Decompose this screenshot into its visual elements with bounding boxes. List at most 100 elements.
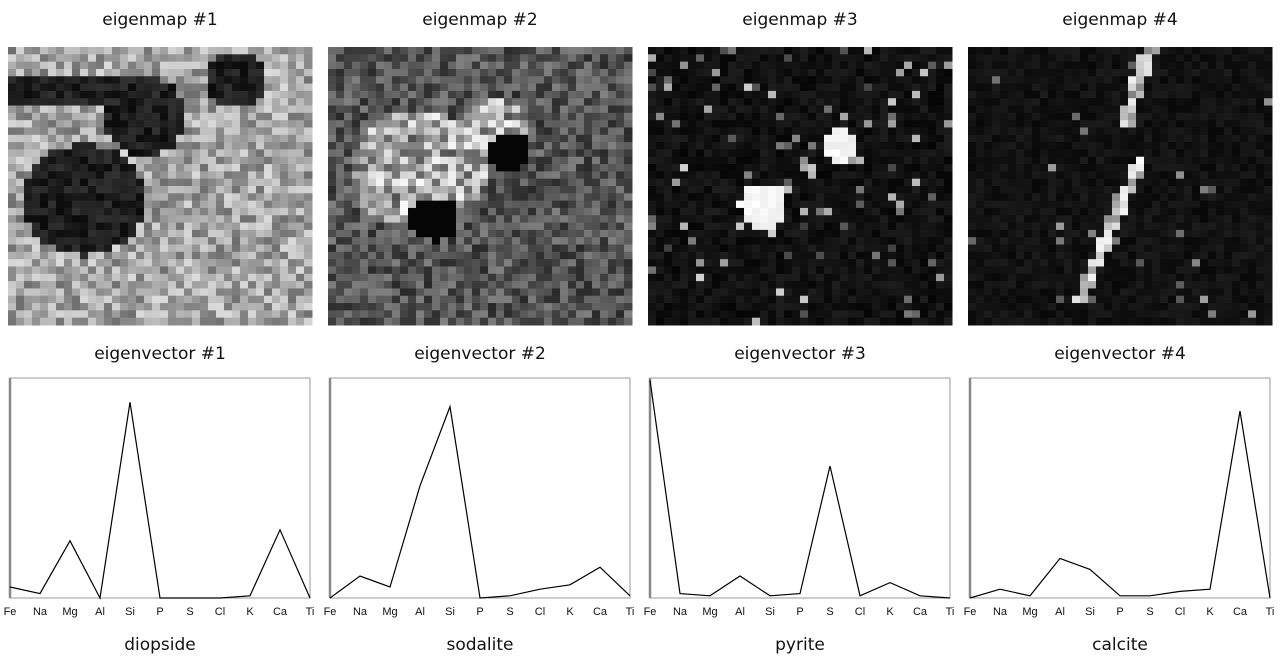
pixel — [928, 237, 937, 245]
pixel — [504, 62, 513, 70]
pixel — [624, 179, 633, 187]
pixel — [96, 157, 105, 165]
pixel — [280, 54, 289, 62]
pixel — [1248, 142, 1257, 150]
pixel — [880, 135, 889, 143]
pixel — [496, 179, 505, 187]
pixel — [1008, 157, 1017, 165]
pixel — [352, 142, 361, 150]
pixel — [160, 237, 169, 245]
pixel — [528, 135, 537, 143]
pixel — [288, 142, 297, 150]
pixel — [808, 47, 817, 55]
pixel — [360, 230, 369, 238]
pixel — [840, 62, 849, 70]
pixel — [672, 303, 681, 311]
pixel — [840, 113, 849, 121]
pixel — [392, 266, 401, 274]
pixel — [336, 98, 345, 106]
pixel — [704, 62, 713, 70]
pixel — [432, 120, 441, 128]
pixel — [704, 281, 713, 289]
pixel — [280, 47, 289, 55]
pixel — [80, 303, 89, 311]
pixel — [272, 288, 281, 296]
pixel — [248, 274, 257, 282]
pixel — [32, 318, 41, 326]
pixel — [1112, 62, 1121, 70]
pixel — [272, 245, 281, 253]
pixel — [872, 171, 881, 179]
pixel — [816, 281, 825, 289]
pixel — [176, 259, 185, 267]
pixel — [128, 223, 137, 231]
pixel — [744, 237, 753, 245]
pixel — [944, 47, 953, 55]
pixel — [568, 215, 577, 223]
pixel — [144, 135, 153, 143]
pixel — [144, 84, 153, 92]
pixel — [616, 215, 625, 223]
pixel — [824, 157, 833, 165]
pixel — [784, 252, 793, 260]
pixel — [616, 113, 625, 121]
pixel — [752, 310, 761, 318]
pixel — [392, 215, 401, 223]
pixel — [120, 164, 129, 172]
pixel — [792, 274, 801, 282]
pixel — [672, 310, 681, 318]
pixel — [272, 266, 281, 274]
pixel — [472, 69, 481, 77]
pixel — [408, 245, 417, 253]
pixel — [144, 215, 153, 223]
pixel — [1088, 127, 1097, 135]
pixel — [816, 252, 825, 260]
pixel — [904, 47, 913, 55]
pixel — [80, 179, 89, 187]
pixel — [824, 193, 833, 201]
pixel — [784, 76, 793, 84]
pixel — [104, 245, 113, 253]
pixel — [728, 230, 737, 238]
pixel — [8, 106, 17, 114]
pixel — [424, 215, 433, 223]
pixel — [336, 259, 345, 267]
pixel — [664, 62, 673, 70]
pixel — [88, 69, 97, 77]
pixel — [1216, 69, 1225, 77]
pixel — [256, 120, 265, 128]
pixel — [88, 91, 97, 99]
pixel — [8, 230, 17, 238]
pixel — [768, 193, 777, 201]
pixel — [1256, 84, 1265, 92]
pixel — [512, 296, 521, 304]
pixel — [904, 135, 913, 143]
pixel — [424, 171, 433, 179]
pixel — [56, 266, 65, 274]
pixel — [128, 106, 137, 114]
pixel — [1240, 98, 1249, 106]
pixel — [352, 266, 361, 274]
pixel — [400, 318, 409, 326]
pixel — [992, 76, 1001, 84]
pixel — [888, 259, 897, 267]
pixel — [280, 259, 289, 267]
pixel — [112, 245, 121, 253]
pixel — [552, 113, 561, 121]
pixel — [704, 237, 713, 245]
pixel — [776, 296, 785, 304]
pixel — [888, 186, 897, 194]
pixel — [680, 135, 689, 143]
pixel — [80, 245, 89, 253]
pixel — [496, 288, 505, 296]
pixel — [184, 171, 193, 179]
pixel — [704, 91, 713, 99]
pixel — [112, 113, 121, 121]
pixel — [1040, 47, 1049, 55]
pixel — [984, 142, 993, 150]
pixel — [8, 259, 17, 267]
pixel — [48, 149, 57, 157]
pixel — [872, 69, 881, 77]
pixel — [528, 259, 537, 267]
pixel — [936, 237, 945, 245]
